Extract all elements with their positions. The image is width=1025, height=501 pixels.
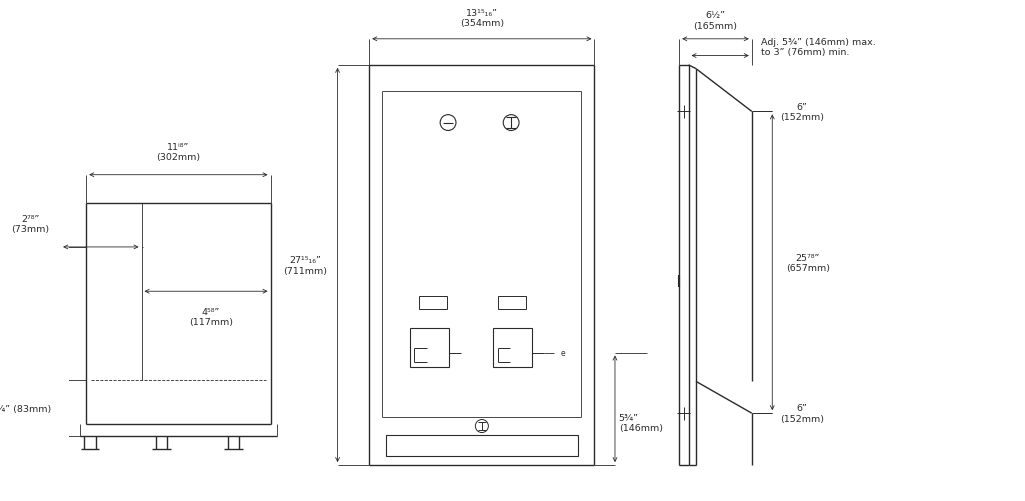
- Text: 27¹⁵₁₆”
(711mm): 27¹⁵₁₆” (711mm): [283, 256, 327, 275]
- Text: 11ⁱ⁸”
(302mm): 11ⁱ⁸” (302mm): [157, 142, 201, 162]
- Bar: [497, 296, 526, 309]
- Text: 4⁵⁸”
(117mm): 4⁵⁸” (117mm): [189, 307, 233, 327]
- Text: 6”
(152mm): 6” (152mm): [780, 103, 824, 122]
- Text: 25⁷⁸”
(657mm): 25⁷⁸” (657mm): [785, 253, 829, 273]
- Text: 6”
(152mm): 6” (152mm): [780, 404, 824, 423]
- Text: 13¹⁵₁₆”
(354mm): 13¹⁵₁₆” (354mm): [460, 9, 504, 28]
- Text: 6½”
(165mm): 6½” (165mm): [694, 12, 738, 31]
- Text: 2⁷⁸”
(73mm): 2⁷⁸” (73mm): [11, 214, 49, 234]
- Bar: [419, 296, 447, 309]
- Text: Adj. 5¾” (146mm) max.
to 3” (76mm) min.: Adj. 5¾” (146mm) max. to 3” (76mm) min.: [762, 38, 875, 57]
- Text: 5¾”
(146mm): 5¾” (146mm): [619, 413, 663, 433]
- Text: 3¼” (83mm): 3¼” (83mm): [0, 404, 51, 413]
- Bar: [410, 329, 449, 368]
- Text: e: e: [560, 348, 565, 357]
- Bar: [386, 435, 578, 456]
- Bar: [493, 329, 532, 368]
